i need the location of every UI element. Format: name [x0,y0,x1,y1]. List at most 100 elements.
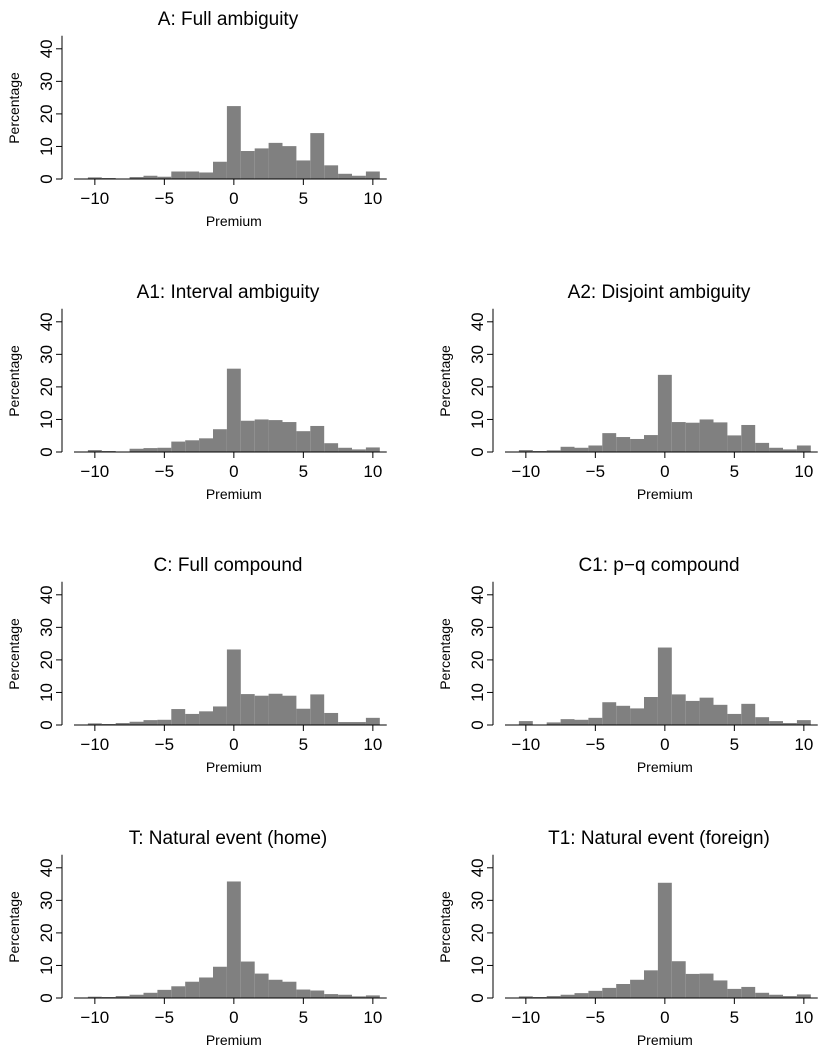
histogram-bar [296,160,311,179]
histogram-bar [685,422,700,452]
y-tick-label: 10 [37,137,56,156]
panel-title: T: Natural event (home) [129,828,328,849]
x-axis-label: Premium [637,486,693,502]
histogram-bar [157,989,172,998]
x-tick-label: 0 [660,462,669,481]
histogram-bar [727,713,742,725]
x-tick-label: 5 [299,189,308,208]
histogram-bar [129,994,144,998]
x-tick-label: −10 [511,1008,540,1027]
x-axis-label: Premium [206,759,262,775]
histogram-bar [713,422,728,452]
y-tick-label: 0 [468,993,487,1002]
y-tick-label: 40 [468,585,487,604]
y-tick-label: 30 [37,345,56,364]
y-tick-label: 30 [468,891,487,910]
x-tick-label: 10 [363,1008,382,1027]
histogram-bar [129,448,144,452]
histogram-bar [796,445,811,452]
histogram-bar [630,979,644,998]
x-tick-label: 10 [363,189,382,208]
histogram-bar [254,148,269,179]
histogram-bar [657,882,672,998]
histogram-bar [338,173,352,179]
histogram-bar [699,419,714,452]
histogram-bar [254,973,269,998]
y-tick-label: 0 [37,993,56,1002]
y-tick-label: 40 [37,585,56,604]
x-tick-label: −5 [586,462,605,481]
histogram-panel: C: Full compound 0 10 20 30 40 Percentage −10 −5… [6,555,387,775]
y-tick-label: 20 [468,923,487,942]
panel-title: C: Full compound [154,555,303,576]
histogram-bar [185,171,200,179]
histogram-bar [699,697,714,725]
x-tick-label: 5 [730,1008,739,1027]
y-tick-label: 30 [37,72,56,91]
histogram-bar [671,422,686,452]
y-tick-label: 20 [37,923,56,942]
histogram-bar [546,722,561,725]
histogram-bar [352,722,366,725]
x-tick-label: 0 [229,189,238,208]
histogram-bar [574,993,589,998]
y-tick-label: 10 [468,683,487,702]
panel-title: A1: Interval ambiguity [137,282,320,303]
x-tick-label: −10 [80,1008,109,1027]
histogram-bar [616,705,631,725]
histogram-bar [657,374,672,452]
histogram-panel: T1: Natural event (foreign) 0 10 20 30 40 Perc… [437,828,818,1048]
histogram-bar [644,435,658,452]
x-axis-label: Premium [206,1032,262,1048]
histogram-bar [518,450,533,452]
y-tick-label: 30 [468,345,487,364]
y-tick-label: 10 [37,410,56,429]
histogram-bar [324,712,339,725]
histogram-bar [574,719,589,725]
histogram-bar [518,721,533,725]
x-tick-label: 0 [229,1008,238,1027]
histogram-bar [324,994,339,998]
histogram-bar [338,447,352,452]
histogram-bar [727,988,742,998]
x-axis-label: Premium [637,759,693,775]
histogram-bar [755,992,770,998]
y-tick-label: 10 [37,956,56,975]
x-tick-label: −5 [155,1008,174,1027]
panel-title: T1: Natural event (foreign) [548,828,770,849]
histogram-panel: A2: Disjoint ambiguity 0 10 20 30 40 Percentag… [437,282,818,502]
histogram-bar [282,695,297,725]
histogram-bar [282,422,297,452]
histogram-bar [171,986,186,998]
histogram-bar [310,133,325,179]
y-axis-label: Percentage [437,345,453,417]
histogram-bar [199,711,213,725]
histogram-bar [226,106,241,179]
panel-title: A2: Disjoint ambiguity [568,282,751,303]
histogram-bar [602,433,617,452]
histogram-bar [699,973,714,998]
histogram-bar [324,165,339,179]
x-tick-label: 10 [363,462,382,481]
histogram-panel: A: Full ambiguity 0 10 20 30 40 Percentage −10 −… [6,9,387,229]
histogram-bar [213,161,227,179]
histogram-bar [574,447,589,452]
x-tick-label: −5 [155,189,174,208]
y-tick-label: 0 [37,174,56,183]
x-tick-label: 5 [730,462,739,481]
histogram-bar [630,708,644,725]
histogram-bar [226,881,241,998]
histogram-bar [560,994,575,998]
histogram-bar [602,702,617,725]
histogram-bar [129,721,144,725]
histogram-bar [296,431,311,452]
x-tick-label: −5 [155,462,174,481]
histogram-bar [796,994,811,998]
histogram-bar [268,979,283,998]
histogram-bar [254,419,269,452]
y-tick-label: 40 [468,312,487,331]
y-tick-label: 0 [37,447,56,456]
histogram-bar [143,720,158,725]
